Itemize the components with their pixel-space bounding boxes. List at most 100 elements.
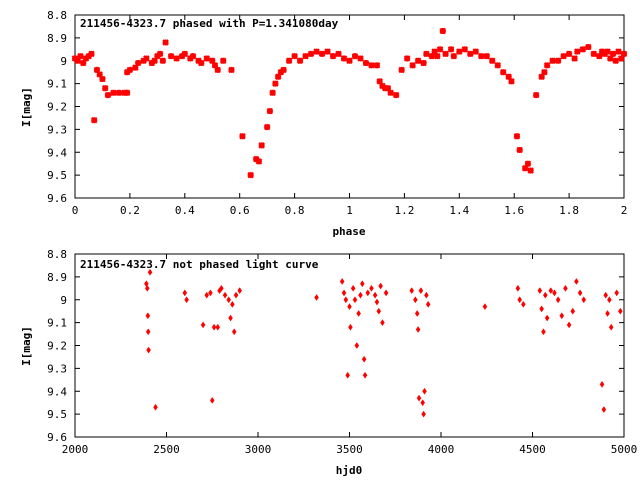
phased-data-point bbox=[247, 171, 254, 179]
unphased-data-point bbox=[548, 287, 554, 295]
unphased-data-point bbox=[228, 314, 233, 322]
unphased-data-point bbox=[209, 396, 215, 404]
phased-data-point bbox=[543, 62, 551, 69]
phased-data-point bbox=[431, 48, 438, 55]
unphased-y-tick-label: 9.5 bbox=[47, 408, 67, 421]
phased-data-point bbox=[598, 48, 606, 55]
phased-x-tick-label: 1.8 bbox=[559, 204, 579, 217]
phased-data-point bbox=[274, 73, 282, 80]
unphased-data-point bbox=[425, 300, 431, 308]
unphased-data-point bbox=[356, 310, 361, 317]
unphased-data-point bbox=[383, 289, 389, 297]
phased-y-tick-label: 9.2 bbox=[47, 101, 67, 114]
phased-data-point bbox=[228, 66, 235, 74]
phased-data-point bbox=[379, 82, 386, 90]
phased-data-point bbox=[134, 59, 142, 67]
unphased-data-point bbox=[376, 307, 382, 315]
unphased-data-point bbox=[416, 394, 422, 402]
phased-data-point bbox=[527, 167, 534, 174]
phased-data-point bbox=[494, 62, 501, 69]
unphased-data-point bbox=[350, 284, 356, 292]
phased-data-point bbox=[428, 52, 436, 60]
phased-y-tick-label: 9.5 bbox=[47, 169, 67, 182]
phased-data-point bbox=[439, 27, 447, 35]
unphased-data-point bbox=[230, 300, 235, 308]
unphased-y-tick-label: 9.1 bbox=[47, 317, 67, 330]
unphased-data-point bbox=[566, 321, 572, 329]
unphased-y-tick-label: 9.6 bbox=[47, 431, 67, 444]
unphased-data-point bbox=[605, 310, 610, 317]
unphased-data-point bbox=[418, 287, 424, 295]
phased-data-point bbox=[590, 50, 598, 58]
unphased-data-point bbox=[570, 307, 576, 315]
phased-data-point bbox=[93, 66, 101, 74]
phased-data-point bbox=[173, 55, 180, 62]
phased-data-point bbox=[450, 52, 458, 60]
phased-data-point bbox=[398, 66, 405, 74]
unphased-data-point bbox=[153, 403, 158, 411]
unphased-data-point bbox=[347, 303, 352, 311]
phased-data-point bbox=[615, 48, 622, 55]
phased-data-point bbox=[220, 57, 227, 64]
unphased-data-point bbox=[543, 291, 548, 299]
phased-data-point bbox=[77, 52, 84, 60]
phased-data-point bbox=[579, 46, 587, 53]
phased-x-tick-label: 0.4 bbox=[175, 204, 195, 217]
unphased-y-tick-label: 9.3 bbox=[47, 362, 67, 375]
unphased-data-point bbox=[563, 284, 568, 292]
phased-data-point bbox=[151, 57, 158, 64]
unphased-data-point bbox=[354, 342, 360, 349]
phased-data-point bbox=[387, 89, 394, 96]
phased-data-point bbox=[195, 57, 202, 64]
phased-data-point bbox=[162, 39, 169, 46]
phased-data-point bbox=[203, 55, 210, 62]
phased-data-point bbox=[313, 48, 320, 55]
phased-data-point bbox=[346, 57, 353, 64]
unphased-data-point bbox=[208, 289, 213, 297]
phased-data-point bbox=[156, 50, 164, 58]
phased-data-point bbox=[456, 48, 463, 55]
unphased-data-point bbox=[343, 296, 349, 304]
phased-data-point bbox=[239, 133, 246, 140]
unphased-chart-title: 211456-4323.7 not phased light curve bbox=[80, 258, 319, 271]
phased-data-point bbox=[154, 52, 161, 60]
phased-data-point bbox=[324, 48, 331, 55]
unphased-data-point bbox=[222, 291, 228, 299]
phased-data-point bbox=[500, 68, 507, 76]
unphased-data-point bbox=[372, 291, 378, 299]
unphased-y-tick-label: 8.9 bbox=[47, 271, 67, 284]
unphased-data-point bbox=[414, 310, 420, 317]
phased-data-point bbox=[340, 55, 348, 62]
unphased-data-point bbox=[362, 371, 368, 379]
phased-y-axis-label: I[mag] bbox=[20, 87, 33, 127]
phased-data-point bbox=[211, 62, 219, 69]
unphased-data-point bbox=[607, 296, 612, 304]
phased-data-point bbox=[420, 59, 427, 67]
phased-data-point bbox=[392, 91, 400, 99]
phased-data-point bbox=[376, 78, 383, 85]
phased-data-point bbox=[384, 84, 392, 92]
unphased-data-point bbox=[146, 346, 151, 354]
phased-data-point bbox=[373, 62, 381, 69]
phased-y-tick-label: 8.8 bbox=[47, 9, 67, 22]
phased-data-point bbox=[167, 52, 175, 60]
unphased-data-point bbox=[352, 296, 358, 304]
phased-data-point bbox=[263, 123, 271, 131]
phased-data-point bbox=[178, 52, 186, 60]
phased-data-point bbox=[513, 133, 521, 140]
phased-data-point bbox=[554, 57, 562, 64]
phased-data-point bbox=[423, 50, 430, 58]
phased-x-tick-label: 0.2 bbox=[120, 204, 140, 217]
phased-data-point bbox=[132, 64, 139, 71]
phased-data-point bbox=[478, 52, 485, 60]
unphased-data-point bbox=[184, 296, 189, 304]
phased-data-point bbox=[612, 57, 619, 64]
phased-data-point bbox=[565, 50, 573, 58]
phased-data-point bbox=[74, 57, 81, 64]
unphased-data-point bbox=[555, 296, 561, 304]
unphased-data-point bbox=[211, 323, 217, 331]
unphased-x-axis-label: hjd0 bbox=[336, 464, 363, 477]
phased-data-point bbox=[307, 50, 315, 58]
phased-data-point bbox=[560, 52, 567, 60]
unphased-data-point bbox=[581, 296, 587, 304]
